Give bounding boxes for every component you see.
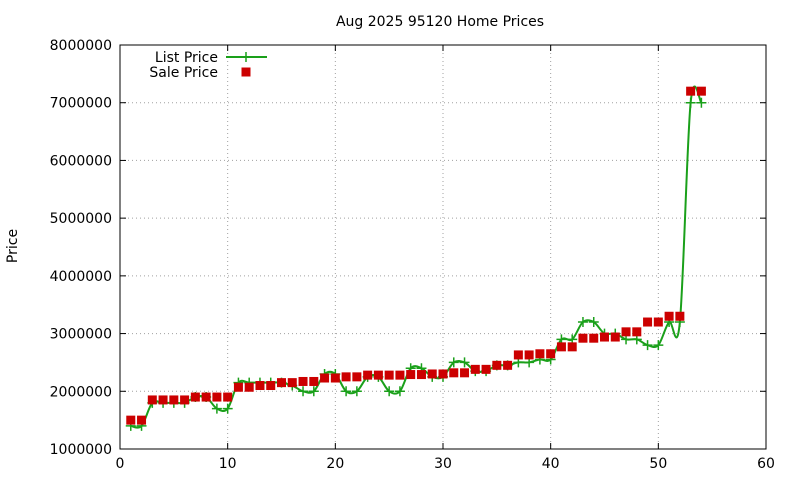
data-point <box>223 392 233 402</box>
series-list-price <box>125 85 707 431</box>
x-tick-label: 50 <box>649 456 667 472</box>
data-point <box>147 395 157 405</box>
data-point <box>696 86 706 96</box>
data-point <box>653 317 663 327</box>
data-point <box>406 370 416 380</box>
y-tick-label: 3000000 <box>50 327 112 343</box>
data-point <box>287 378 297 388</box>
data-point <box>546 349 556 359</box>
data-point <box>470 364 480 374</box>
data-point <box>222 403 233 414</box>
data-point <box>621 327 631 337</box>
legend-label: Sale Price <box>149 65 218 81</box>
data-point <box>577 317 588 328</box>
data-point <box>395 370 405 380</box>
data-point <box>556 342 566 352</box>
data-point <box>459 357 470 368</box>
data-point <box>266 381 276 391</box>
data-point <box>578 333 588 343</box>
list-price-line <box>130 85 703 429</box>
y-tick-label: 8000000 <box>50 38 112 54</box>
y-tick-label: 6000000 <box>50 153 112 169</box>
data-point <box>448 357 459 368</box>
data-point <box>126 415 136 425</box>
data-point <box>567 342 577 352</box>
data-point <box>588 317 599 328</box>
data-point <box>675 311 685 321</box>
data-point <box>503 360 513 370</box>
x-tick-label: 60 <box>757 456 775 472</box>
data-point <box>373 370 383 380</box>
x-tick-label: 30 <box>434 456 452 472</box>
data-point <box>212 392 222 402</box>
data-point <box>384 370 394 380</box>
data-point <box>137 415 147 425</box>
data-point <box>255 381 265 391</box>
data-point <box>211 403 222 414</box>
x-tick-label: 0 <box>116 456 125 472</box>
data-point <box>460 368 470 378</box>
legend-marker <box>241 52 251 62</box>
data-point <box>158 395 168 405</box>
data-point <box>190 392 200 402</box>
data-point <box>169 395 179 405</box>
data-point <box>438 369 448 379</box>
data-point <box>352 372 362 382</box>
series-layer <box>125 85 707 431</box>
data-point <box>330 373 340 383</box>
y-tick-label: 1000000 <box>50 442 112 458</box>
data-point <box>449 368 459 378</box>
data-point <box>277 378 286 388</box>
data-point <box>427 369 437 379</box>
data-point <box>180 395 190 405</box>
data-point <box>642 340 653 351</box>
data-point <box>394 386 405 397</box>
chart-title: Aug 2025 95120 Home Prices <box>336 14 544 30</box>
data-point <box>416 370 426 380</box>
y-tick-label: 7000000 <box>50 96 112 112</box>
x-tick-label: 40 <box>542 456 560 472</box>
data-point <box>320 373 330 383</box>
data-point <box>308 386 319 397</box>
data-point <box>535 349 545 359</box>
data-point <box>351 386 362 397</box>
y-tick-label: 5000000 <box>50 211 112 227</box>
data-point <box>201 392 211 402</box>
y-tick-label: 4000000 <box>50 269 112 285</box>
data-point <box>632 327 642 337</box>
data-point <box>696 97 707 108</box>
data-point <box>685 97 696 108</box>
y-axis-label: Price <box>5 229 21 263</box>
data-point <box>664 311 674 321</box>
grid-lines <box>120 45 766 449</box>
x-tick-label: 20 <box>326 456 344 472</box>
data-point <box>589 333 599 343</box>
series-sale-price <box>126 86 706 425</box>
plot-frame <box>119 44 767 450</box>
x-tick-label: 10 <box>219 456 237 472</box>
data-point <box>513 350 523 360</box>
y-tick-label: 2000000 <box>50 384 112 400</box>
data-point <box>610 332 620 342</box>
data-point <box>600 332 609 342</box>
data-point <box>481 364 491 374</box>
data-point <box>363 370 373 380</box>
data-point <box>686 86 696 96</box>
data-point <box>298 376 308 386</box>
data-point <box>643 317 653 327</box>
legend-label: List Price <box>155 50 218 66</box>
legend-swatch <box>241 67 251 77</box>
data-point <box>384 386 395 397</box>
data-point <box>309 376 319 386</box>
data-point <box>244 382 254 392</box>
data-point <box>653 340 664 351</box>
data-point <box>341 386 352 397</box>
data-point <box>524 350 534 360</box>
data-point <box>298 386 309 397</box>
data-point <box>341 372 351 382</box>
data-point <box>492 360 502 370</box>
data-point <box>233 382 243 392</box>
